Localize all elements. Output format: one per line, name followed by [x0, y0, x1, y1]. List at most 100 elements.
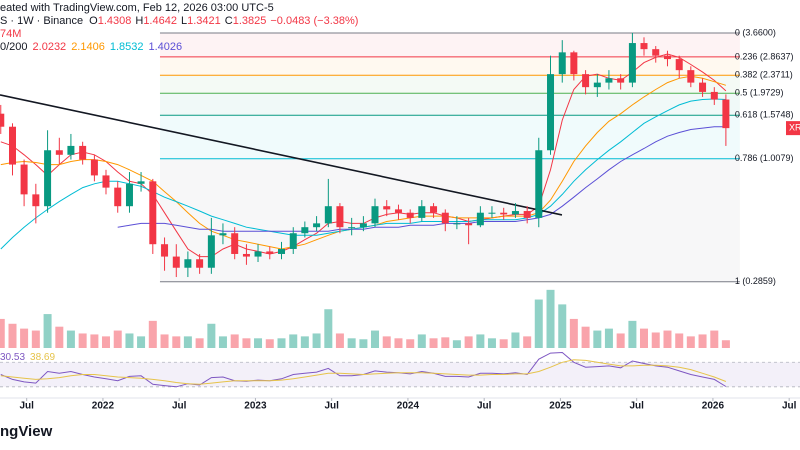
candle-body [628, 43, 636, 83]
candle-body [582, 74, 590, 88]
candle-body [453, 223, 461, 225]
fib-label: 0 (3.6600) [735, 27, 776, 37]
candle-body [465, 223, 473, 226]
logo: ngView [0, 423, 53, 440]
ohlc-key: O [89, 15, 98, 27]
candle-body [430, 206, 438, 213]
volume-bar [265, 339, 274, 348]
fib-label: 0.236 (2.8637) [735, 51, 794, 61]
volume-bar [8, 323, 17, 348]
ohlc-key: H [135, 15, 143, 27]
ohlc-value: 1.3825 [233, 15, 267, 27]
volume-bar [43, 314, 52, 348]
fib-label: 0.786 (1.0079) [735, 153, 794, 163]
candle-body [523, 211, 531, 218]
ohlc-value: 1.3421 [187, 15, 221, 27]
ma-legend-value: 1.8532 [110, 41, 144, 53]
change: −0.0483 (−3.38%) [270, 15, 358, 27]
volume-bar [55, 326, 64, 348]
volume-bar [347, 338, 356, 348]
candle-body [675, 59, 683, 71]
x-tick-label: 2024 [397, 401, 420, 412]
volume-bar [546, 289, 555, 348]
fib-zone [159, 75, 740, 94]
volume-bar [148, 320, 157, 348]
volume-bar [78, 333, 87, 348]
ma-legend: 0/200 2.0232 2.1406 1.8532 1.4026 [0, 41, 182, 53]
rsi-legend: 30.53 38.69 [0, 352, 55, 363]
rsi-band [0, 362, 800, 387]
candle-body [79, 145, 87, 160]
candle-body [511, 211, 519, 215]
candle-body [301, 227, 309, 234]
volume-bar [534, 299, 543, 348]
volume-bar [172, 336, 181, 348]
last-price-label: XR [789, 122, 800, 132]
volume-bar [125, 333, 134, 348]
candle-body [324, 206, 332, 224]
volume-bar [20, 328, 29, 348]
volume-bar [101, 336, 110, 348]
candle-body [219, 233, 227, 236]
volume-bar [663, 330, 672, 348]
volume-bar [686, 336, 695, 348]
symbol: S · 1W · Binance [0, 15, 83, 27]
candle-body [570, 52, 578, 75]
symbol-legend: S · 1W · Binance O1.4308 H1.4642 L1.3421 C1.… [0, 15, 358, 27]
candle-body [149, 181, 157, 245]
candle-body [476, 212, 484, 226]
candle-body [359, 223, 367, 228]
volume-bar [675, 333, 684, 348]
candle-body [640, 43, 648, 50]
last-price-box [786, 121, 800, 136]
rsi-ma-line [0, 359, 727, 385]
volume-bar [300, 336, 309, 348]
volume-bar [464, 336, 473, 348]
ma-legend-value: 2.1406 [71, 41, 105, 53]
candle-body [652, 49, 660, 56]
volume-bar [452, 340, 461, 348]
volume-bar [137, 336, 146, 348]
plot-layer [0, 32, 730, 388]
x-tick-label: Jul [782, 401, 797, 412]
volume-bar [195, 338, 204, 348]
volume-bar [218, 336, 227, 348]
fib-zone [159, 115, 740, 159]
candle-body [441, 212, 449, 224]
x-tick-label: 2025 [549, 401, 572, 412]
volume-bar [429, 338, 438, 348]
candle-body [593, 82, 601, 88]
candle-body [114, 187, 122, 207]
candle-body [289, 233, 297, 249]
volume-legend: 74M [0, 28, 21, 40]
candle-body [383, 206, 391, 210]
candle-body [266, 251, 274, 254]
volume-bar [324, 309, 333, 348]
fib-label: 0.382 (2.3711) [735, 70, 793, 80]
candle-body [254, 251, 262, 257]
candle-body [32, 194, 40, 207]
candle-body [20, 164, 28, 195]
moving-average [117, 126, 726, 232]
ohlc-key: L [181, 15, 187, 27]
volume-bar [511, 332, 520, 348]
trendline [0, 94, 563, 216]
ma-legend-value: 1.4026 [149, 41, 183, 53]
volume-bar [593, 330, 602, 348]
volume-bar [90, 334, 99, 348]
chart-title: eated with TradingView.com, Feb 12, 2026… [0, 2, 274, 14]
candle-body [371, 206, 379, 224]
candle-body [336, 206, 344, 228]
label-layer: eated with TradingView.com, Feb 12, 2026… [0, 2, 800, 440]
volume-bar [0, 318, 5, 348]
volume-bar [335, 333, 344, 348]
volume-bar [569, 318, 578, 348]
candle-body [90, 159, 98, 176]
fib-zone [159, 32, 740, 57]
volume-bar [581, 326, 590, 348]
x-tick-label: 2026 [702, 401, 725, 412]
candle-body [722, 99, 730, 129]
volume-bar [207, 323, 216, 348]
